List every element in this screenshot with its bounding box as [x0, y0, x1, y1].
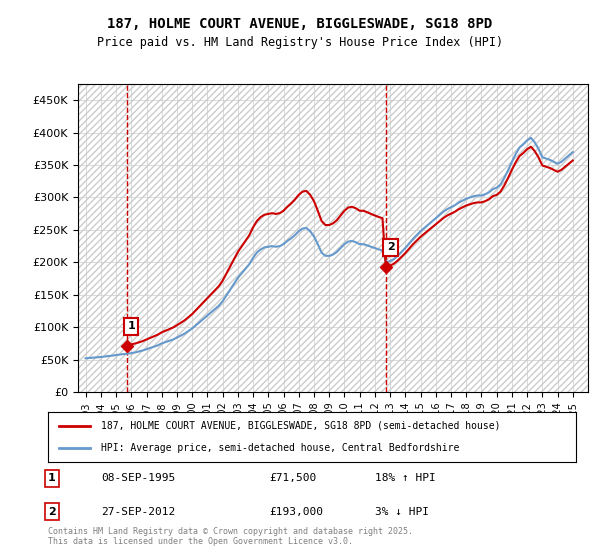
Text: £71,500: £71,500 — [270, 473, 317, 483]
Text: 2: 2 — [48, 507, 56, 517]
Text: 1: 1 — [127, 321, 135, 331]
Text: Contains HM Land Registry data © Crown copyright and database right 2025.
This d: Contains HM Land Registry data © Crown c… — [48, 526, 413, 546]
Text: 27-SEP-2012: 27-SEP-2012 — [101, 507, 175, 517]
Text: 187, HOLME COURT AVENUE, BIGGLESWADE, SG18 8PD: 187, HOLME COURT AVENUE, BIGGLESWADE, SG… — [107, 17, 493, 31]
Text: 2: 2 — [387, 242, 395, 253]
Text: 1: 1 — [48, 473, 56, 483]
Text: 187, HOLME COURT AVENUE, BIGGLESWADE, SG18 8PD (semi-detached house): 187, HOLME COURT AVENUE, BIGGLESWADE, SG… — [101, 421, 500, 431]
Text: HPI: Average price, semi-detached house, Central Bedfordshire: HPI: Average price, semi-detached house,… — [101, 443, 459, 453]
Text: Price paid vs. HM Land Registry's House Price Index (HPI): Price paid vs. HM Land Registry's House … — [97, 36, 503, 49]
Text: £193,000: £193,000 — [270, 507, 324, 517]
Text: 3% ↓ HPI: 3% ↓ HPI — [376, 507, 430, 517]
Text: 18% ↑ HPI: 18% ↑ HPI — [376, 473, 436, 483]
Text: 08-SEP-1995: 08-SEP-1995 — [101, 473, 175, 483]
